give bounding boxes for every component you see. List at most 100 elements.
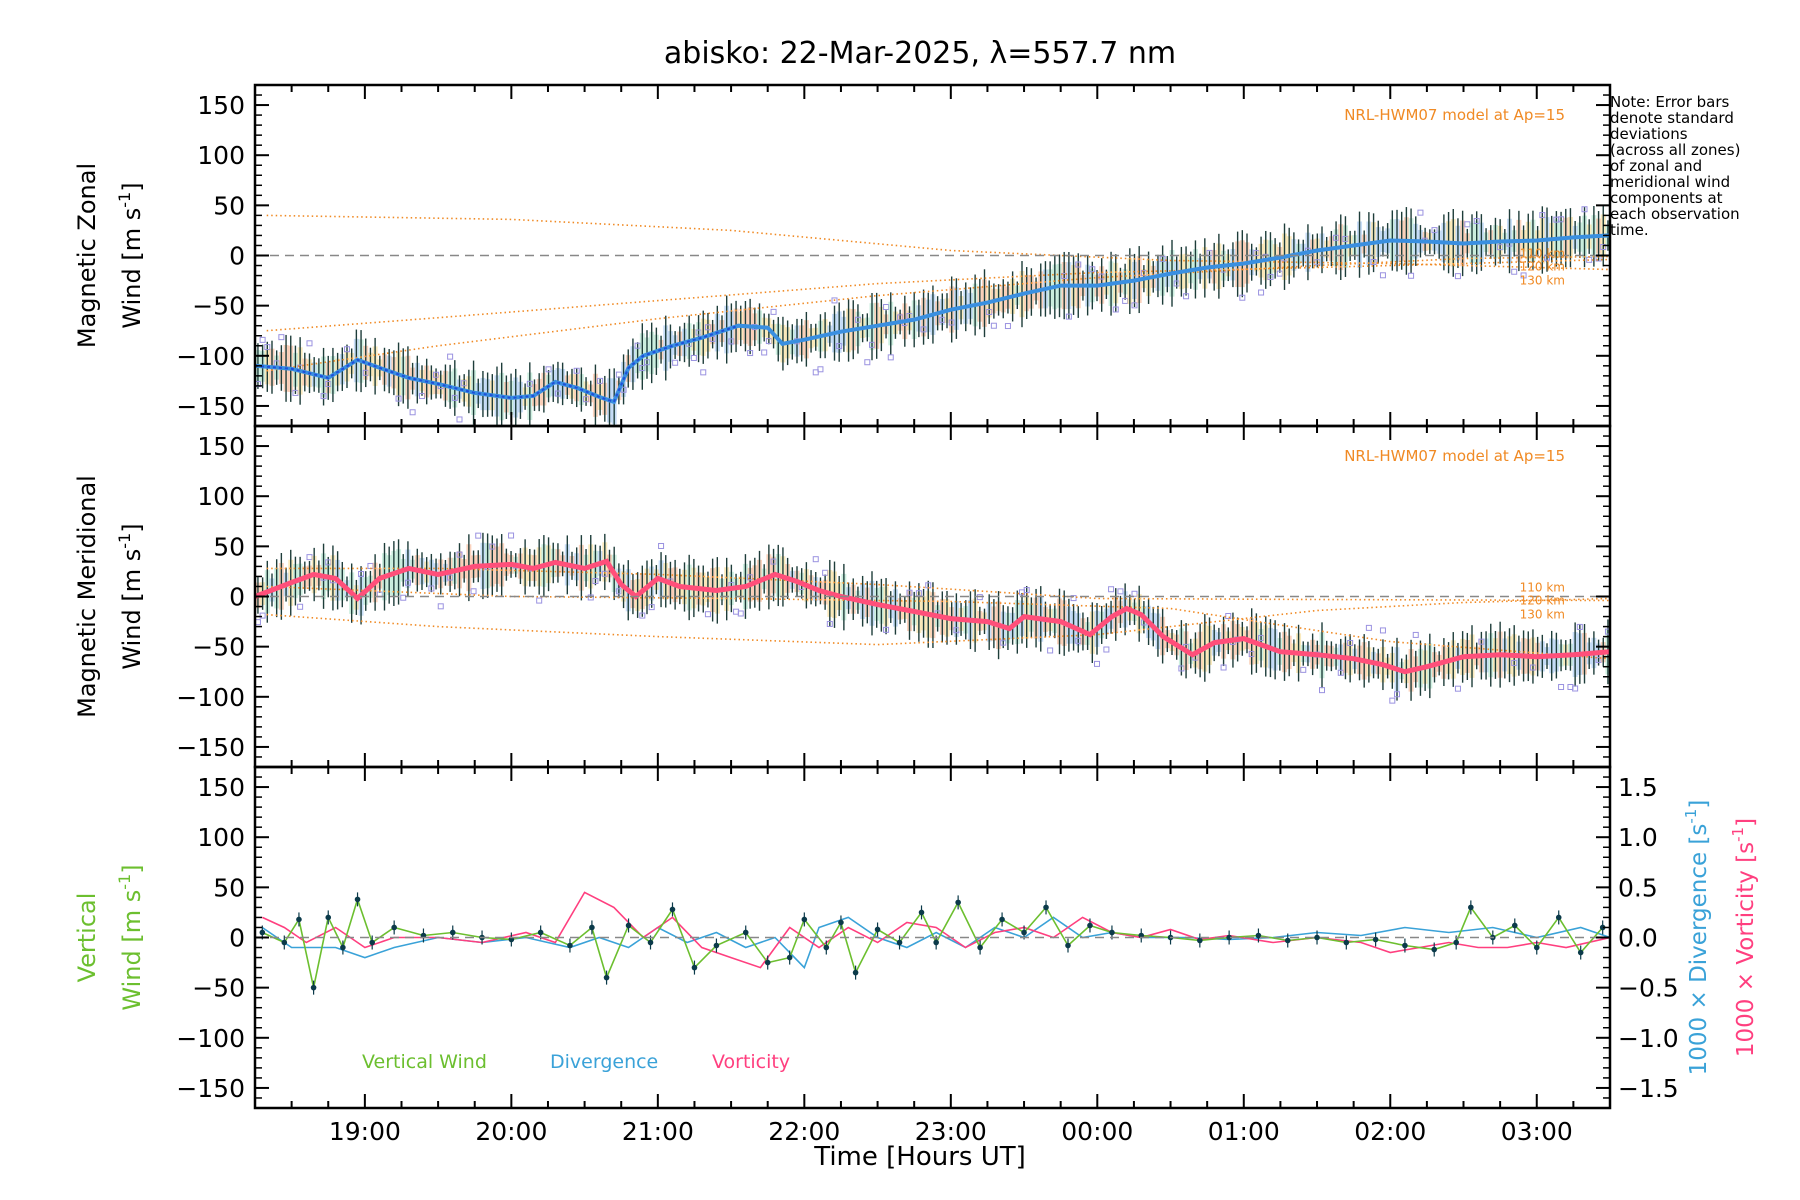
- scatter-point: [812, 369, 819, 376]
- scatter-point: [1558, 684, 1565, 691]
- vertical-wind-point: [325, 914, 332, 921]
- y-tick-label: 150: [197, 91, 245, 120]
- note-line: components at: [1610, 189, 1723, 207]
- scatter-point: [1520, 272, 1527, 279]
- y-tick-label: 0: [229, 242, 245, 271]
- scatter-point: [306, 340, 313, 347]
- scatter-point: [887, 354, 894, 361]
- y-tick-label: 50: [213, 532, 245, 561]
- y-tick-label: −50: [192, 633, 245, 662]
- model-altitude-label: 120 km: [1520, 260, 1565, 274]
- vertical-wind-point: [1043, 904, 1049, 911]
- scatter-point: [1473, 218, 1480, 225]
- vertical-wind-point: [1343, 939, 1350, 946]
- scatter-point: [358, 571, 365, 578]
- x-tick-label: 20:00: [475, 1117, 547, 1146]
- scatter-point: [573, 367, 580, 374]
- vertical-wind-point: [1109, 929, 1115, 936]
- vertical-wind-point: [874, 926, 881, 933]
- plot-area: [255, 205, 1610, 426]
- model-curve: [266, 585, 1610, 660]
- scatter-point: [1112, 306, 1119, 313]
- scatter-point: [864, 359, 871, 366]
- y-tick-label: 50: [213, 191, 245, 220]
- model-label: NRL-HWM07 model at Ap=15: [1344, 106, 1565, 124]
- scatter-point: [404, 579, 411, 586]
- x-tick-label: 23:00: [915, 1117, 987, 1146]
- vertical-wind-point: [391, 924, 397, 931]
- scatter-point: [1267, 273, 1274, 280]
- model-altitude-label: 120 km: [1520, 594, 1565, 608]
- y-tick-label: −150: [176, 1074, 245, 1103]
- right-y-tick-label: 1.0: [1618, 823, 1658, 852]
- vertical-wind-point: [1533, 944, 1540, 951]
- y-tick-label: −50: [192, 292, 245, 321]
- scatter-point: [1389, 697, 1396, 704]
- note-line: time.: [1610, 221, 1649, 239]
- y-axis-label-text: Wind [m s: [118, 208, 146, 329]
- scatter-point: [658, 542, 665, 549]
- scatter-point: [278, 334, 285, 341]
- vertical-wind-point: [1599, 924, 1606, 931]
- vorticity-line: [261, 891, 1610, 969]
- scatter-point: [343, 346, 350, 353]
- right-y-tick-label: 1.5: [1618, 773, 1658, 802]
- x-tick-label: 21:00: [622, 1117, 694, 1146]
- scatter-point: [1600, 244, 1607, 251]
- vertical-wind-point: [259, 929, 266, 936]
- vertical-wind-point: [354, 896, 361, 903]
- scatter-point: [1117, 588, 1124, 595]
- x-tick-label: 22:00: [768, 1117, 840, 1146]
- y-axis-label-sup: -1: [115, 192, 134, 208]
- y-tick-label: −150: [176, 733, 245, 762]
- scatter-point: [597, 377, 604, 384]
- vertical-wind-point: [1226, 934, 1232, 941]
- y-tick-label: 0: [229, 924, 245, 953]
- scatter-point: [1581, 206, 1588, 213]
- scatter-point: [447, 353, 454, 360]
- vertical-wind-point: [933, 939, 939, 946]
- vorticity-axis-label: 1000 × Vorticity [s-1]: [1729, 818, 1759, 1057]
- scatter-point: [700, 369, 707, 376]
- divergence-line: [261, 916, 1610, 970]
- scatter-point: [1094, 660, 1101, 667]
- scatter-point: [915, 590, 922, 597]
- scatter-point: [1159, 255, 1166, 262]
- scatter-point: [817, 366, 824, 373]
- vertical-wind-point: [1087, 922, 1093, 929]
- y-tick-label: −50: [192, 974, 245, 1003]
- scatter-point: [1379, 272, 1386, 279]
- scatter-point: [761, 349, 768, 356]
- scatter-point: [1365, 624, 1372, 631]
- y-tick-label: −100: [176, 342, 245, 371]
- vertical-wind-point: [625, 922, 632, 929]
- scatter-point: [1070, 595, 1077, 602]
- scatter-point: [526, 380, 533, 387]
- y-axis-label: Vertical: [73, 893, 101, 983]
- vertical-wind-point: [1255, 932, 1262, 939]
- note-line: each observation: [1610, 205, 1740, 223]
- scatter-point: [1047, 647, 1054, 654]
- divergence-axis-label: 1000 × Divergence [s-1]: [1682, 800, 1712, 1076]
- scatter-point: [545, 366, 552, 373]
- scatter-point: [1023, 587, 1030, 594]
- plot-area: [255, 532, 1610, 704]
- scatter-point: [615, 371, 622, 378]
- scatter-point: [1220, 664, 1227, 671]
- y-tick-label: 100: [197, 823, 245, 852]
- vertical-wind-point: [1402, 942, 1408, 949]
- scatter-point: [508, 532, 515, 539]
- scatter-point: [264, 344, 271, 351]
- x-axis-tick-labels: 19:00 20:00 21:00 22:00 23:00 00:00 01:00 02:00…: [329, 1117, 1573, 1146]
- scatter-point: [1108, 586, 1115, 593]
- vertical-wind-point: [823, 944, 830, 951]
- zonal-wind-line: [255, 233, 1610, 405]
- scatter-point: [737, 610, 744, 617]
- vertical-wind-line: [261, 896, 1604, 988]
- y-axis-label-text: Wind [m s: [118, 549, 146, 670]
- right-y-tick-label: 0.5: [1618, 873, 1658, 902]
- divergence-axis-label-text: 1000 × Divergence [s: [1686, 824, 1712, 1076]
- model-altitude-label: 130 km: [1520, 608, 1565, 622]
- scatter-point: [456, 551, 463, 558]
